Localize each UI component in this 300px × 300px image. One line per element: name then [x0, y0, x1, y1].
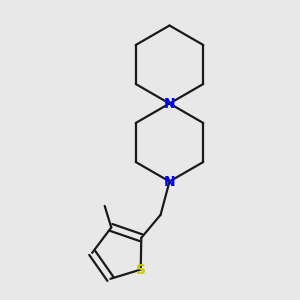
Text: S: S [136, 262, 146, 277]
Text: N: N [164, 175, 175, 188]
Text: N: N [164, 97, 175, 110]
